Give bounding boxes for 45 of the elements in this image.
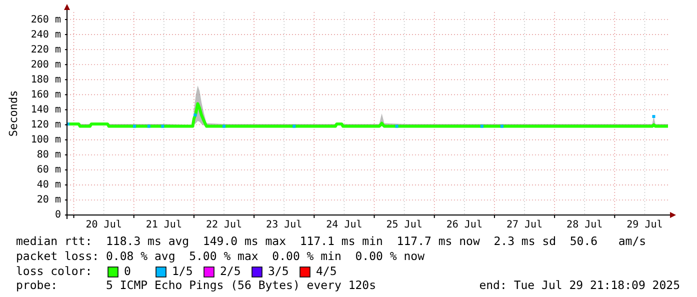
x-tick-label: 29 Jul [626, 220, 663, 231]
point [500, 124, 504, 128]
x-tick-label: 22 Jul [206, 220, 242, 231]
text: end: Tue Jul 29 21:18:09 2025 [479, 278, 680, 292]
point [161, 124, 164, 128]
y-tick-label: 200 m [30, 59, 61, 70]
legend-label: 1/5 [172, 264, 193, 278]
legend-label: 2/5 [220, 264, 241, 278]
point [652, 115, 656, 118]
text: packet loss: 0.08 % avg 5.00 % max 0.00 % min 0.00 % now [16, 249, 425, 264]
y-tick-label: 60 m [36, 164, 61, 176]
x-tick-label: 23 Jul [266, 220, 302, 231]
x-tick-label: 27 Jul [506, 220, 543, 231]
point [147, 124, 150, 128]
point [194, 114, 197, 117]
x-tick-label: 21 Jul [146, 220, 182, 231]
y-tick-label: 120 m [30, 120, 61, 131]
y-tick-label: 80 m [36, 150, 61, 161]
y-tick-label: 0 [54, 210, 61, 221]
x-tick-label: 20 Jul [86, 220, 122, 231]
x-tick-label: 26 Jul [446, 220, 482, 231]
y-tick-label: 140 m [30, 104, 61, 116]
y-tick-label: 40 m [36, 180, 61, 191]
y-tick-label: 220 m [30, 44, 61, 56]
legend-label: 3/5 [268, 264, 289, 278]
y-tick-label: 100 m [30, 134, 61, 146]
x-tick-label: 28 Jul [566, 220, 603, 231]
legend-label: 0 [124, 264, 131, 278]
point [395, 124, 398, 128]
y-tick-label: 260 m [30, 14, 61, 26]
y-tick-label: 240 m [30, 29, 61, 40]
point [222, 124, 226, 128]
x-tick-label: 25 Jul [386, 220, 422, 231]
x-tick-label: 24 Jul [326, 220, 362, 231]
y-axis-title: Seconds [7, 90, 20, 137]
y-tick-label: 180 m [30, 74, 61, 86]
point [132, 124, 136, 128]
legend-title: loss color: [16, 264, 92, 278]
y-tick-label: 20 m [36, 194, 61, 206]
y-tick-label: 160 m [30, 89, 61, 100]
legend-label: 4/5 [316, 264, 337, 278]
point [480, 124, 484, 128]
point [292, 124, 296, 128]
text: probe: 5 ICMP Echo Pings (56 Bytes) every 120s [16, 278, 376, 292]
text: median rtt: 118.3 ms avg 149.0 ms max 117.1 ms min 117.7 ms now 2.3 ms sd 50.6 am/s [16, 234, 646, 248]
